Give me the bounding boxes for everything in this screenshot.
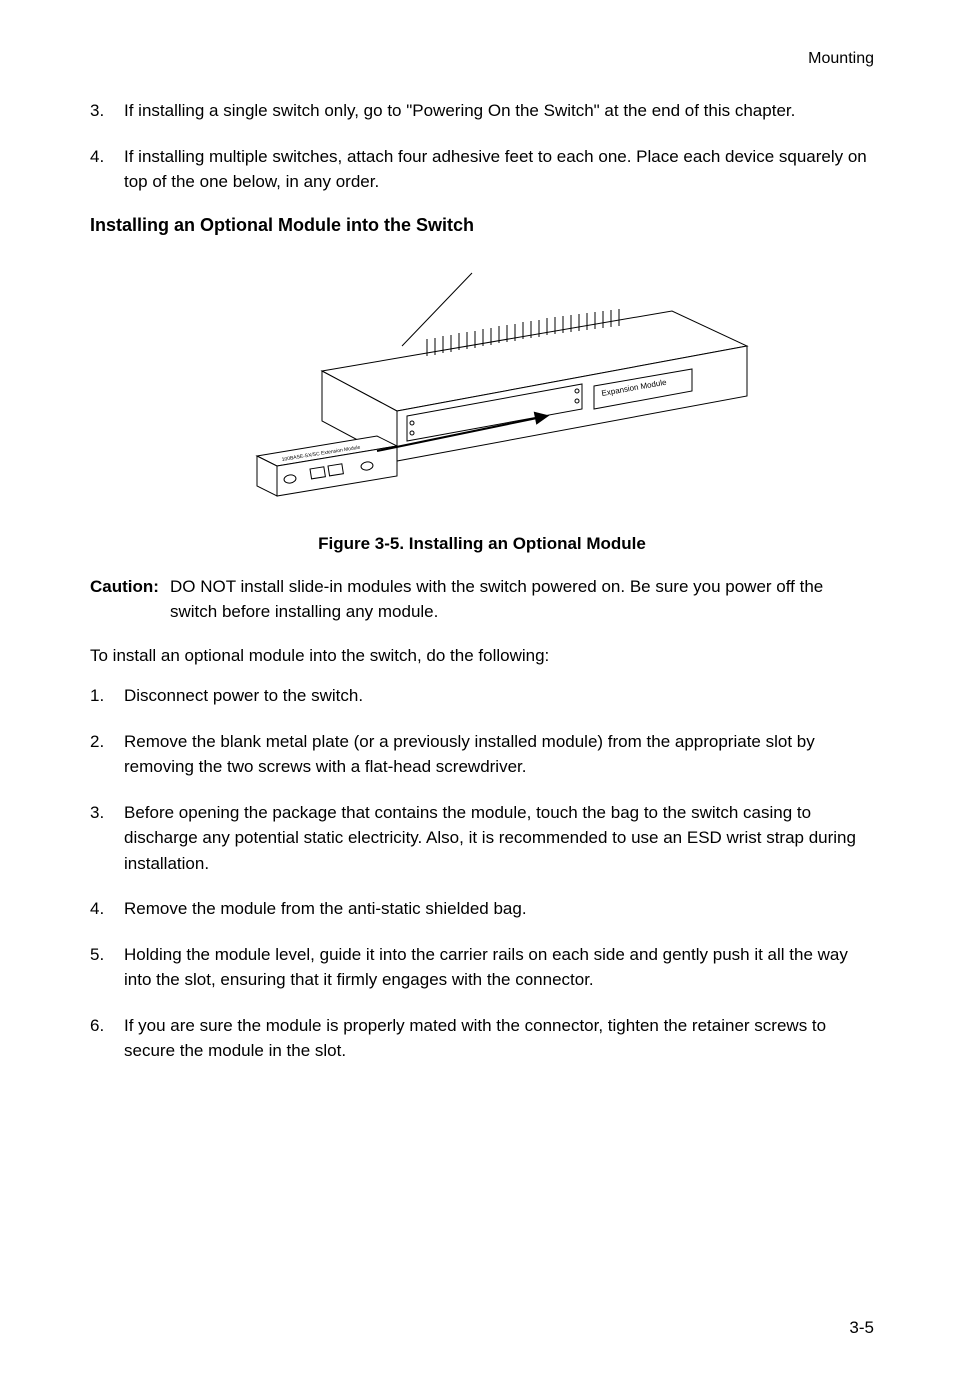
- list-item: 5. Holding the module level, guide it in…: [90, 942, 874, 993]
- caution-block: Caution: DO NOT install slide-in modules…: [90, 574, 874, 625]
- lead-paragraph: To install an optional module into the s…: [90, 643, 874, 669]
- list-item: 6. If you are sure the module is properl…: [90, 1013, 874, 1064]
- list-text: Disconnect power to the switch.: [124, 683, 874, 709]
- list-text: If you are sure the module is properly m…: [124, 1013, 874, 1064]
- intro-list: 3. If installing a single switch only, g…: [90, 98, 874, 195]
- list-text: If installing multiple switches, attach …: [124, 144, 874, 195]
- section-heading: Installing an Optional Module into the S…: [90, 215, 874, 236]
- figure-caption: Figure 3-5. Installing an Optional Modul…: [90, 534, 874, 554]
- caution-text: DO NOT install slide-in modules with the…: [170, 574, 874, 625]
- list-item: 2. Remove the blank metal plate (or a pr…: [90, 729, 874, 780]
- steps-list: 1. Disconnect power to the switch. 2. Re…: [90, 683, 874, 1064]
- list-item: 4. If installing multiple switches, atta…: [90, 144, 874, 195]
- list-text: If installing a single switch only, go t…: [124, 98, 874, 124]
- header-section-label: Mounting: [90, 50, 874, 68]
- list-text: Remove the module from the anti-static s…: [124, 896, 874, 922]
- list-number: 3.: [90, 800, 124, 877]
- list-number: 2.: [90, 729, 124, 780]
- list-number: 3.: [90, 98, 124, 124]
- list-number: 4.: [90, 896, 124, 922]
- list-number: 4.: [90, 144, 124, 195]
- page-container: Mounting 3. If installing a single switc…: [0, 0, 954, 1388]
- caution-label: Caution:: [90, 574, 170, 625]
- list-item: 4. Remove the module from the anti-stati…: [90, 896, 874, 922]
- page-number: 3-5: [849, 1318, 874, 1338]
- list-number: 1.: [90, 683, 124, 709]
- list-text: Before opening the package that contains…: [124, 800, 874, 877]
- list-item: 3. Before opening the package that conta…: [90, 800, 874, 877]
- list-item: 3. If installing a single switch only, g…: [90, 98, 874, 124]
- list-text: Holding the module level, guide it into …: [124, 942, 874, 993]
- figure-diagram: Expansion Module 100BASE-SX/SC Extension…: [90, 251, 874, 516]
- list-text: Remove the blank metal plate (or a previ…: [124, 729, 874, 780]
- module-install-svg: Expansion Module 100BASE-SX/SC Extension…: [202, 251, 762, 511]
- list-item: 1. Disconnect power to the switch.: [90, 683, 874, 709]
- list-number: 5.: [90, 942, 124, 993]
- list-number: 6.: [90, 1013, 124, 1064]
